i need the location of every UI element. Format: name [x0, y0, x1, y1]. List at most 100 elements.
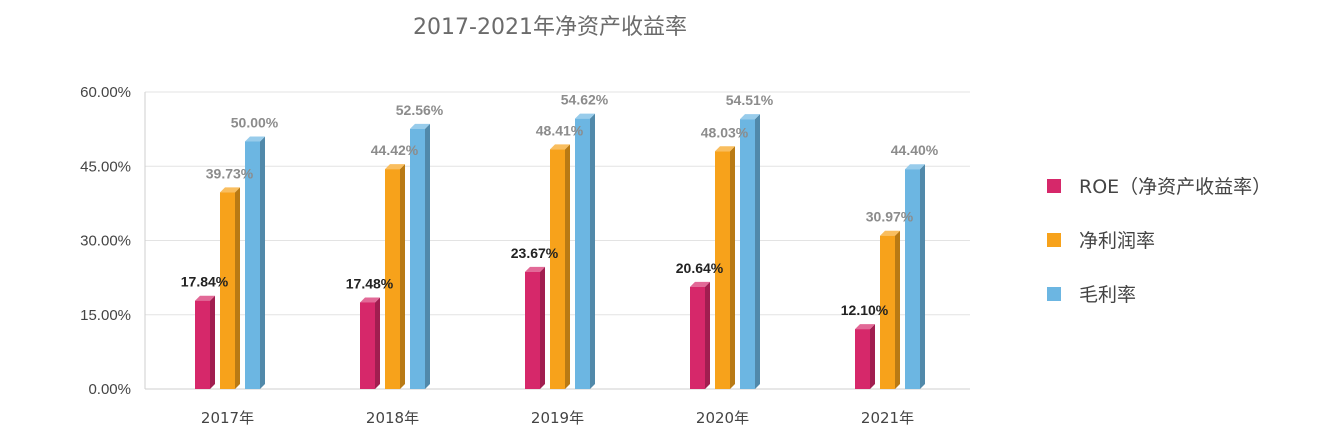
bar-front — [880, 235, 895, 389]
data-label: 54.62% — [561, 92, 609, 108]
data-label: 17.84% — [181, 274, 229, 290]
legend-item: 毛利率 — [1047, 284, 1136, 306]
bar-top — [385, 164, 405, 170]
x-tick-label: 2018年 — [366, 409, 419, 427]
chart-title: 2017-2021年净资产收益率 — [413, 15, 687, 40]
data-label: 30.97% — [866, 209, 914, 225]
bar-front — [550, 149, 565, 389]
y-tick-label: 45.00% — [80, 158, 131, 175]
legend-item: ROE（净资产收益率） — [1047, 176, 1271, 198]
bar-top — [880, 230, 900, 236]
bar — [855, 324, 875, 389]
bar-top — [550, 144, 570, 150]
bar-side — [565, 144, 570, 389]
x-tick-label: 2017年 — [201, 409, 254, 427]
bar-side — [425, 123, 430, 389]
bar-top — [690, 281, 710, 287]
y-axis: 0.00% 15.00% 30.00% 45.00% 60.00% — [80, 84, 131, 398]
bar-top — [575, 113, 595, 119]
legend-swatch — [1047, 179, 1061, 193]
bar — [905, 164, 925, 389]
bar-front — [575, 118, 590, 390]
bar — [690, 281, 710, 389]
bars — [195, 113, 925, 390]
bar — [245, 136, 265, 389]
legend-item: 净利润率 — [1047, 230, 1155, 252]
bar-front — [715, 151, 730, 389]
x-tick-label: 2020年 — [696, 409, 749, 427]
bar-front — [245, 141, 260, 389]
bar — [525, 266, 545, 389]
bar-side — [590, 113, 595, 390]
bar-front — [410, 128, 425, 389]
bar-top — [715, 146, 735, 152]
legend-label: 毛利率 — [1079, 284, 1136, 306]
bar — [360, 297, 380, 389]
data-label: 20.64% — [676, 260, 724, 276]
bar-front — [385, 169, 400, 389]
bar-side — [540, 266, 545, 389]
y-tick-label: 0.00% — [88, 381, 131, 398]
bar-side — [705, 281, 710, 389]
bar-front — [690, 286, 705, 389]
bar-side — [210, 295, 215, 389]
bar-top — [245, 136, 265, 142]
bar — [195, 295, 215, 389]
bar-top — [855, 324, 875, 330]
bar-front — [740, 119, 755, 389]
data-label: 17.48% — [346, 275, 394, 291]
bar-front — [195, 300, 210, 389]
legend-label: 净利润率 — [1079, 230, 1155, 252]
bar — [715, 146, 735, 389]
bar-top — [525, 266, 545, 272]
bar-front — [525, 271, 540, 389]
data-label: 12.10% — [841, 302, 889, 318]
bar — [385, 164, 405, 389]
bar-front — [855, 329, 870, 389]
data-label: 48.41% — [536, 122, 584, 138]
bar-side — [755, 114, 760, 389]
x-tick-label: 2019年 — [531, 409, 584, 427]
legend-label: ROE（净资产收益率） — [1079, 176, 1271, 198]
bar-side — [235, 187, 240, 389]
data-label: 54.51% — [726, 92, 774, 108]
bar-front — [220, 192, 235, 389]
data-label: 39.73% — [206, 165, 254, 181]
bar — [220, 187, 240, 389]
bar-side — [730, 146, 735, 389]
bar-side — [920, 164, 925, 389]
bar-top — [740, 114, 760, 120]
bar — [880, 230, 900, 389]
bar-top — [410, 123, 430, 129]
legend-swatch — [1047, 287, 1061, 301]
bar-top — [360, 297, 380, 303]
bar — [550, 144, 570, 389]
data-label: 50.00% — [231, 115, 279, 131]
data-label: 48.03% — [701, 124, 749, 140]
bar-top — [905, 164, 925, 170]
data-labels: 17.84% 39.73% 50.00% 17.48% 44.42% 52.56% 23.6… — [181, 92, 939, 318]
bar — [740, 114, 760, 389]
bar-side — [260, 136, 265, 389]
data-label: 23.67% — [511, 245, 559, 261]
legend-swatch — [1047, 233, 1061, 247]
y-tick-label: 30.00% — [80, 233, 131, 250]
x-tick-label: 2021年 — [861, 409, 914, 427]
y-tick-label: 60.00% — [80, 84, 131, 101]
bar-side — [400, 164, 405, 389]
data-label: 44.40% — [891, 142, 939, 158]
bar-side — [895, 230, 900, 389]
bar-top — [195, 295, 215, 301]
data-label: 44.42% — [371, 142, 419, 158]
bar-top — [220, 187, 240, 193]
y-tick-label: 15.00% — [80, 307, 131, 324]
bar-side — [375, 297, 380, 389]
bar — [575, 113, 595, 390]
bar — [410, 123, 430, 389]
x-axis: 2017年 2018年 2019年 2020年 2021年 — [201, 409, 914, 427]
bar-side — [870, 324, 875, 389]
bar-front — [360, 302, 375, 389]
bar-front — [905, 169, 920, 389]
